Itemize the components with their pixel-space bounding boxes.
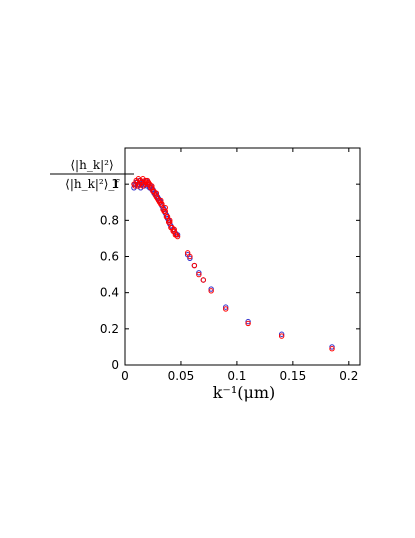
data-point [196,270,202,276]
data-point [167,217,173,224]
data-point [278,331,285,337]
axis-ticks: 0 0.05 0.1 0.15 0.2 0 0.2 0.4 0.6 0.8 1 [100,148,360,383]
series-1 [131,177,335,350]
y-tick-label: 0.6 [100,250,119,264]
y-axis-label-numerator: ⟨|h_k|²⟩ [70,158,113,172]
data-point [329,344,335,350]
data-point [329,346,335,352]
x-tick-label: 0.1 [227,369,246,383]
data-point [174,233,181,240]
x-tick-label: 0.05 [168,369,195,383]
y-tick-label: 0 [111,358,119,372]
y-tick-label: 0.2 [100,322,119,336]
y-axis-label-denominator: ⟨|h_k|²⟩_f [65,177,120,191]
data-point [144,177,151,184]
data-point [140,176,146,182]
data-points [131,176,335,352]
data-point [158,197,164,204]
data-point [149,183,155,189]
data-point [162,204,168,211]
data-point [208,288,214,294]
x-tick-label: 0 [121,369,129,383]
data-point [153,190,160,196]
data-point [223,304,229,310]
data-point [187,255,193,262]
data-point [162,208,168,214]
data-point [245,320,251,327]
data-point [171,226,177,233]
x-tick-label: 0.15 [279,369,306,383]
y-tick-label: 1 [111,177,119,191]
data-point [278,333,285,339]
data-point [196,271,202,278]
data-point [200,277,207,283]
y-tick-label: 0.4 [100,286,119,300]
y-axis-label: ⟨|h_k|²⟩ ⟨|h_k|²⟩_f [50,158,134,191]
data-point [187,253,193,260]
x-axis-label: k⁻¹(μm) [213,383,276,402]
data-point [208,286,214,292]
data-point [245,318,251,325]
data-point [191,262,198,269]
plot-frame [124,147,361,366]
x-tick-label: 0.2 [339,369,358,383]
data-point [167,219,173,225]
data-point [223,306,229,312]
y-tick-label: 0.8 [100,213,119,227]
series-2 [131,176,335,352]
